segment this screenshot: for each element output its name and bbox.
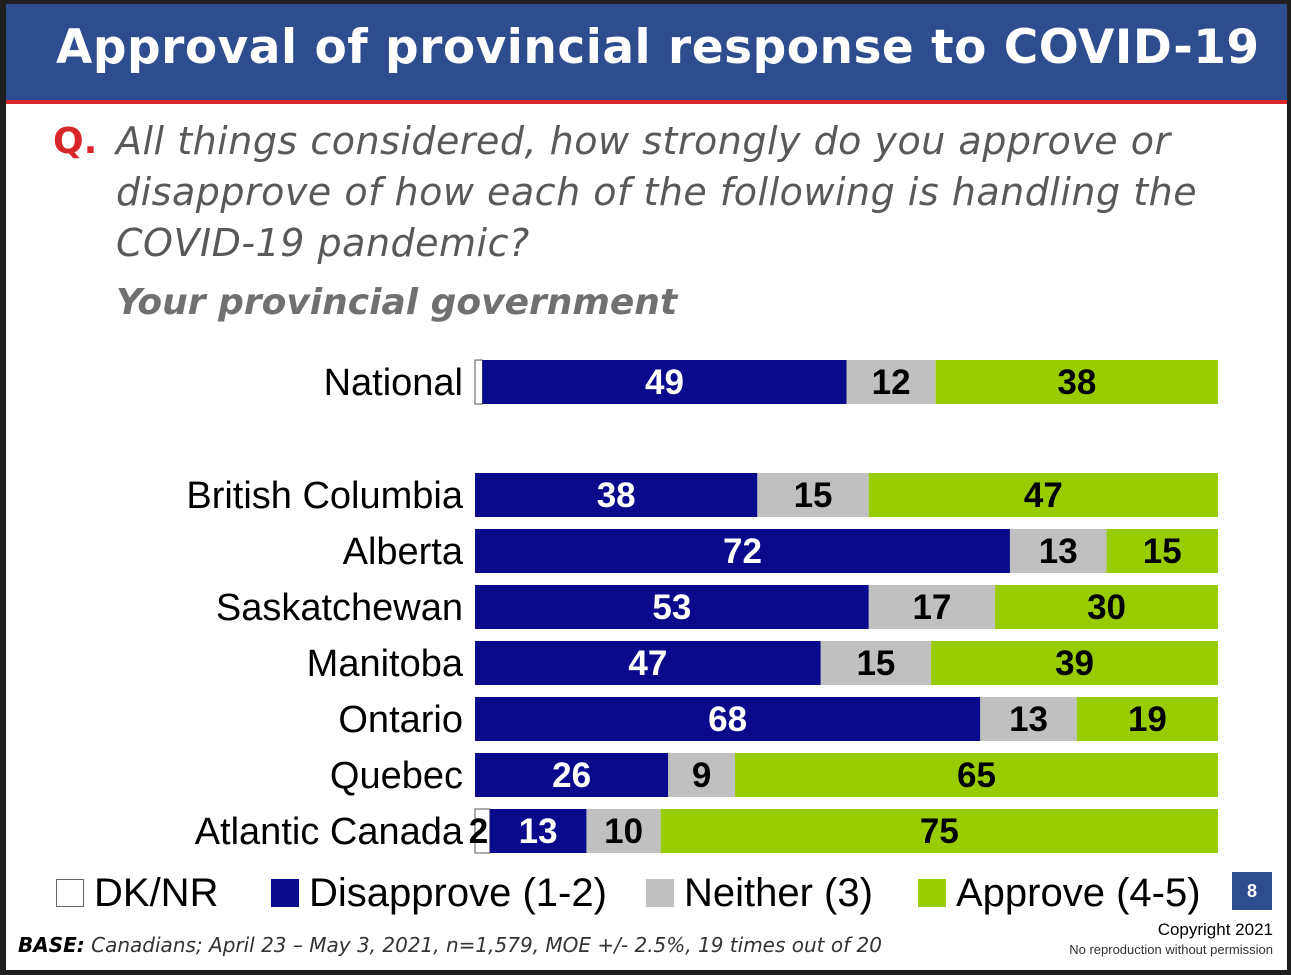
bar-saskatchewan-disapprove — [475, 585, 869, 629]
bar-british-columbia-disapprove — [475, 473, 758, 517]
value-label-british-columbia-neither: 15 — [794, 476, 833, 515]
value-label-quebec-disapprove: 26 — [552, 756, 591, 795]
chart-legend: DK/NR Disapprove (1-2) Neither (3) Approve … — [56, 870, 1216, 916]
category-label-quebec: Quebec — [330, 755, 463, 797]
legend-swatch-neither — [646, 879, 674, 907]
question-label: Q. — [53, 121, 98, 162]
legend-swatch-disapprove — [271, 879, 299, 907]
value-label-manitoba-disapprove: 47 — [628, 644, 667, 683]
bar-national-neither — [846, 360, 936, 404]
bar-ontario-neither — [980, 697, 1077, 741]
category-label-british-columbia: British Columbia — [186, 475, 464, 517]
no-reproduction-note: No reproduction without permission — [1069, 942, 1273, 957]
base-text: Canadians; April 23 – May 3, 2021, n=1,5… — [84, 933, 882, 957]
value-label-national-approve: 38 — [1057, 363, 1096, 402]
value-label-british-columbia-disapprove: 38 — [597, 476, 636, 515]
value-label-atlantic-canada-neither: 10 — [604, 812, 643, 851]
value-label-quebec-neither: 9 — [692, 756, 711, 795]
value-label-quebec-approve: 65 — [957, 756, 996, 795]
category-label-national: National — [324, 362, 463, 404]
value-label-saskatchewan-neither: 17 — [912, 588, 951, 627]
value-label-saskatchewan-approve: 30 — [1087, 588, 1126, 627]
value-label-atlantic-canada-dk-nr: 2 — [469, 812, 488, 851]
bar-ontario-approve — [1076, 697, 1218, 741]
bar-national-disapprove — [482, 360, 847, 404]
value-label-alberta-disapprove: 72 — [723, 532, 762, 571]
bar-quebec-neither — [668, 753, 736, 797]
value-label-atlantic-canada-disapprove: 13 — [519, 812, 558, 851]
category-label-saskatchewan: Saskatchewan — [216, 587, 463, 629]
bar-british-columbia-approve — [868, 473, 1218, 517]
legend-label-dk-nr: DK/NR — [94, 870, 219, 915]
legend-label-neither: Neither (3) — [684, 870, 873, 915]
bar-quebec-disapprove — [475, 753, 669, 797]
value-label-alberta-approve: 15 — [1143, 532, 1182, 571]
legend-label-disapprove: Disapprove (1-2) — [309, 870, 607, 915]
bar-manitoba-approve — [931, 641, 1218, 685]
bar-atlantic-canada-disapprove — [489, 809, 587, 853]
value-label-manitoba-approve: 39 — [1055, 644, 1094, 683]
page-number: 8 — [1232, 872, 1272, 910]
legend-swatch-approve — [918, 879, 946, 907]
slide: Approval of provincial response to COVID… — [6, 4, 1287, 970]
stacked-bar-chart: National 49 12 38 British Columbia 38 15 47 Albe… — [186, 359, 1218, 854]
legend-item-disapprove: Disapprove (1-2) — [271, 870, 607, 916]
legend-swatch-dk-nr — [56, 879, 84, 907]
category-label-atlantic-canada: Atlantic Canada — [195, 811, 464, 853]
value-label-ontario-neither: 13 — [1009, 700, 1048, 739]
chart-subtitle: Your provincial government — [116, 282, 678, 323]
value-label-ontario-approve: 19 — [1128, 700, 1167, 739]
value-label-atlantic-canada-approve: 75 — [920, 812, 959, 851]
bar-saskatchewan-approve — [995, 585, 1218, 629]
bar-national-approve — [935, 360, 1218, 404]
category-label-alberta: Alberta — [343, 531, 464, 573]
bar-national-dk-nr — [474, 359, 483, 405]
value-label-manitoba-neither: 15 — [856, 644, 895, 683]
bar-alberta-approve — [1106, 529, 1218, 573]
category-label-ontario: Ontario — [338, 699, 463, 741]
legend-item-dk-nr: DK/NR — [56, 870, 218, 916]
bar-manitoba-neither — [820, 641, 932, 685]
bar-atlantic-canada-neither — [586, 809, 661, 853]
legend-label-approve: Approve (4-5) — [956, 870, 1201, 915]
legend-item-neither: Neither (3) — [646, 870, 873, 916]
question-text: All things considered, how strongly do y… — [116, 119, 1198, 265]
bar-alberta-disapprove — [475, 529, 1010, 573]
category-label-manitoba: Manitoba — [307, 643, 464, 685]
bar-ontario-disapprove — [475, 697, 981, 741]
value-label-alberta-neither: 13 — [1039, 532, 1078, 571]
base-note: BASE: Canadians; April 23 – May 3, 2021,… — [18, 933, 882, 957]
bar-saskatchewan-neither — [868, 585, 996, 629]
value-label-ontario-disapprove: 68 — [708, 700, 747, 739]
bar-british-columbia-neither — [757, 473, 869, 517]
bar-alberta-neither — [1009, 529, 1107, 573]
base-label: BASE: — [18, 933, 85, 957]
value-label-saskatchewan-disapprove: 53 — [652, 588, 691, 627]
value-label-national-disapprove: 49 — [645, 363, 684, 402]
value-label-national-neither: 12 — [872, 363, 911, 402]
bar-manitoba-disapprove — [475, 641, 821, 685]
legend-item-approve: Approve (4-5) — [918, 870, 1201, 916]
page-title: Approval of provincial response to COVID… — [56, 20, 1260, 75]
copyright: Copyright 2021 — [1157, 920, 1273, 939]
bar-quebec-approve — [735, 753, 1218, 797]
title-bar: Approval of provincial response to COVID… — [6, 4, 1287, 104]
value-label-british-columbia-approve: 47 — [1024, 476, 1063, 515]
bar-atlantic-canada-approve — [660, 809, 1218, 853]
